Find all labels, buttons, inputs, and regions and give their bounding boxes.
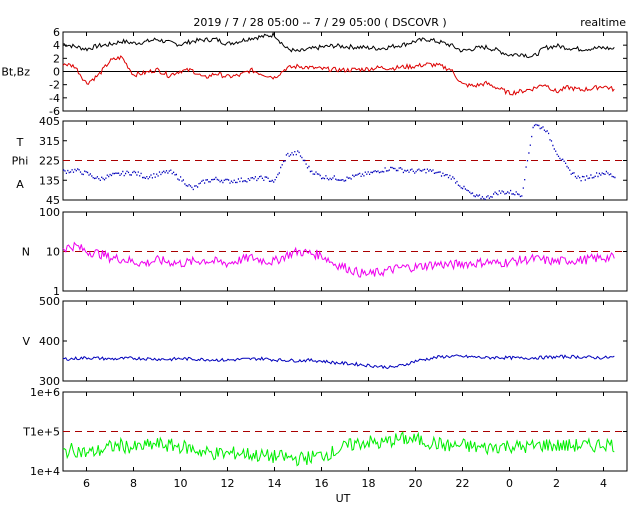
y-axis-label-temperature: T [22, 426, 30, 439]
y-tick-label-bfield: 2 [53, 52, 60, 65]
x-tick-label: 8 [130, 477, 137, 490]
y-tick-label-phi: 315 [39, 135, 60, 148]
y-tick-label-speed: 500 [39, 295, 60, 308]
series-bfield-0 [63, 31, 615, 59]
y-tick-label-bfield: -6 [49, 105, 60, 118]
y-tick-label-bfield: -4 [49, 92, 60, 105]
y-tick-label-phi: 225 [39, 155, 60, 168]
x-tick-label: 16 [315, 477, 329, 490]
x-tick-label: 22 [456, 477, 470, 490]
x-tick-label: 6 [83, 477, 90, 490]
y-tick-label-phi: 45 [46, 194, 60, 207]
panel-frame-speed [62, 300, 628, 382]
y-tick-label-phi: 135 [39, 174, 60, 187]
series-bfield-1 [62, 55, 615, 96]
y-tick-label-bfield: 4 [53, 39, 60, 52]
y-tick-label-speed: 400 [39, 335, 60, 348]
y-axis-label-bfield: Bt,Bz [1, 66, 30, 79]
y-tick-label-temperature: 1e+5 [30, 426, 60, 439]
y-tick-label-phi: 405 [39, 115, 60, 128]
y-tick-label-bfield: -2 [49, 79, 60, 92]
x-tick-label: 20 [409, 477, 423, 490]
x-tick-label: 4 [600, 477, 607, 490]
realtime-label: realtime [580, 16, 626, 29]
chart-title: 2019 / 7 / 28 05:00 -- 7 / 29 05:00 ( DS… [193, 16, 447, 29]
y-tick-label-bfield: 0 [53, 66, 60, 79]
y-tick-label-density: 10 [46, 246, 60, 259]
x-tick-label: 2 [553, 477, 560, 490]
y-tick-label-density: 1 [53, 285, 60, 298]
y-axis-label-phi: T [16, 136, 24, 149]
y-axis-label-phi: A [16, 178, 24, 191]
y-axis-label-speed: V [22, 335, 30, 348]
series-density-0 [62, 241, 615, 278]
series-speed-0 [62, 354, 615, 370]
x-tick-label: 0 [506, 477, 513, 490]
x-tick-label: 10 [174, 477, 188, 490]
y-tick-label-bfield: 6 [53, 26, 60, 39]
y-tick-label-speed: 300 [39, 375, 60, 388]
y-tick-label-temperature: 1e+6 [30, 386, 60, 399]
x-tick-label: 12 [221, 477, 235, 490]
y-axis-label-density: N [22, 246, 30, 259]
y-axis-label-phi: Phi [12, 155, 29, 168]
x-tick-label: 18 [362, 477, 376, 490]
y-tick-label-temperature: 1e+4 [30, 465, 60, 478]
x-tick-label: 14 [268, 477, 282, 490]
series-phi-0 [63, 123, 616, 201]
x-axis-label: UT [336, 492, 351, 505]
y-tick-label-density: 100 [39, 206, 60, 219]
series-temperature-0 [62, 431, 615, 467]
